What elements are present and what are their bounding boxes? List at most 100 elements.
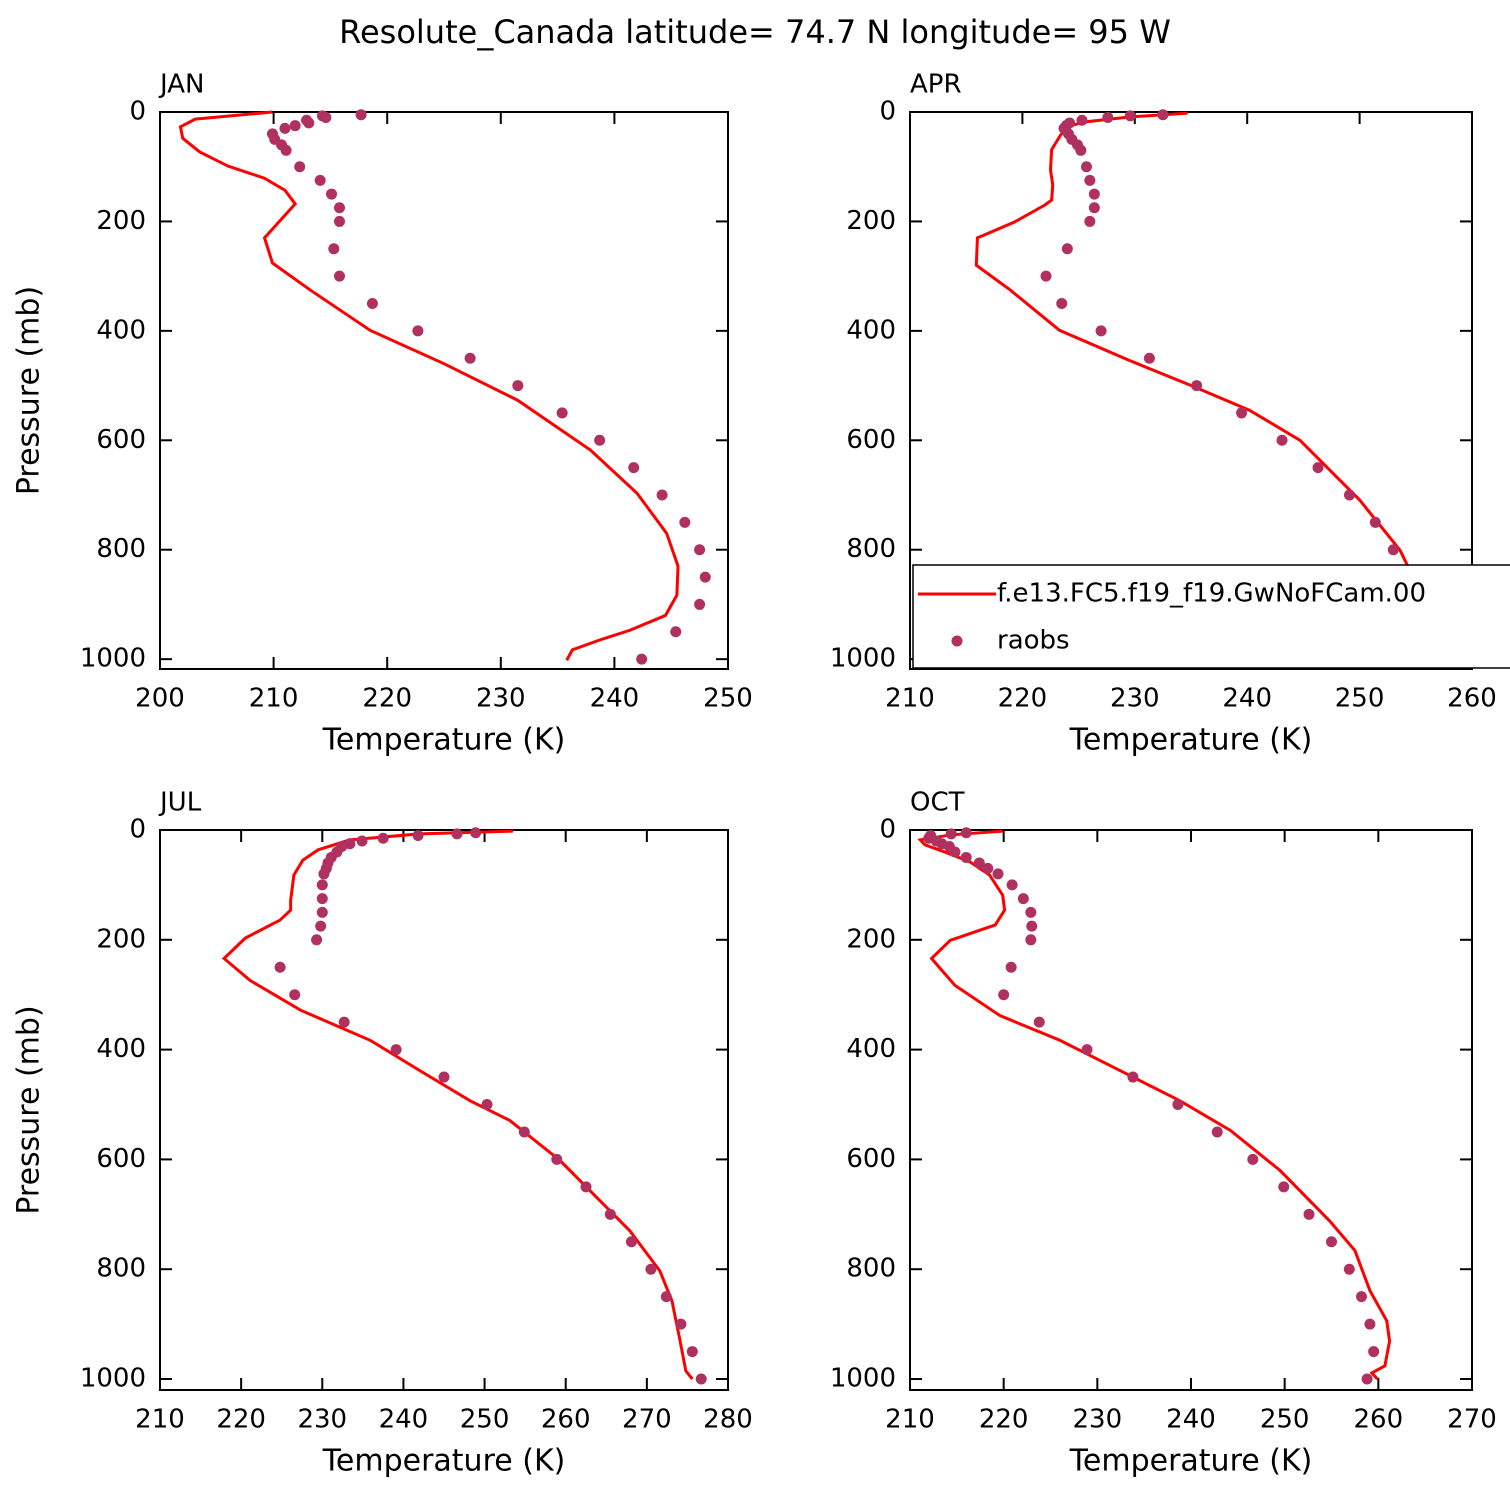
obs-point	[316, 906, 328, 918]
x-tick-label: 210	[135, 1405, 185, 1435]
x-axis-label: Temperature (K)	[1069, 1444, 1313, 1479]
y-axis-label: Pressure (mb)	[12, 1005, 47, 1214]
panel: JUL 210 220 230 240 250 260 270 280 0 200 400 600 800…	[12, 788, 753, 1479]
panel-label: JUL	[158, 788, 202, 818]
obs-point	[366, 298, 378, 310]
x-tick-label: 240	[1222, 684, 1272, 714]
obs-point	[289, 120, 301, 132]
obs-point	[314, 174, 326, 186]
x-tick-label: 260	[1354, 1405, 1404, 1435]
y-tick-label: 400	[846, 315, 896, 345]
obs-point	[326, 188, 338, 200]
obs-point	[377, 832, 389, 844]
obs-point	[328, 243, 340, 255]
x-tick-label: 260	[1447, 684, 1497, 714]
obs-point	[274, 961, 286, 973]
obs-point	[333, 215, 345, 227]
obs-point	[1364, 1318, 1376, 1330]
obs-point	[356, 835, 368, 847]
model-line	[221, 829, 694, 1380]
obs-point	[660, 1291, 672, 1303]
obs-point	[625, 1236, 637, 1248]
y-tick-label: 800	[96, 534, 146, 564]
y-tick-label: 200	[96, 206, 146, 236]
figure-title: Resolute_Canada latitude= 74.7 N longitu…	[339, 13, 1171, 51]
x-tick-label: 240	[590, 684, 640, 714]
obs-point	[628, 462, 640, 474]
y-tick-label: 800	[846, 534, 896, 564]
obs-point	[1369, 516, 1381, 528]
obs-point	[1084, 215, 1096, 227]
legend-label: f.e13.FC5.f19_f19.GwNoFCam.00	[997, 579, 1426, 609]
obs-point	[1081, 1044, 1093, 1056]
plot-frame	[159, 111, 729, 670]
obs-point	[551, 1153, 563, 1165]
y-tick-label: 200	[96, 924, 146, 954]
obs-point	[1076, 114, 1088, 126]
model-line	[178, 110, 680, 661]
y-tick-label: 200	[846, 924, 896, 954]
obs-point	[412, 829, 424, 841]
x-tick-label: 240	[379, 1405, 429, 1435]
obs-point	[316, 879, 328, 891]
obs-point	[315, 920, 327, 932]
obs-point	[279, 122, 291, 134]
obs-point	[1343, 489, 1355, 501]
obs-point	[412, 325, 424, 337]
legend-marker	[951, 635, 963, 647]
obs-point	[982, 862, 994, 874]
model-line	[917, 829, 1392, 1381]
obs-point	[675, 1318, 687, 1330]
obs-point	[470, 827, 482, 839]
obs-point	[1247, 1153, 1259, 1165]
obs-point	[1278, 1181, 1290, 1193]
obs-point	[338, 1016, 350, 1028]
obs-point	[390, 1044, 402, 1056]
obs-point	[1326, 1236, 1337, 1248]
x-tick-label: 250	[1335, 684, 1385, 714]
obs-point	[1236, 407, 1248, 419]
obs-point	[998, 989, 1010, 1001]
obs-point	[1368, 1346, 1380, 1358]
obs-point	[656, 489, 668, 501]
x-tick-label: 250	[703, 684, 753, 714]
obs-point	[1143, 352, 1155, 364]
y-tick-label: 400	[96, 315, 146, 345]
panel: OCT 210 220 230 240 250 260 270 0 200 400 600 800 100…	[830, 788, 1497, 1479]
y-tick-label: 800	[846, 1254, 896, 1284]
obs-point	[303, 117, 315, 129]
obs-point	[1088, 188, 1100, 200]
plot-frame	[159, 829, 729, 1391]
legend-box	[912, 564, 1510, 669]
obs-point	[320, 111, 332, 123]
y-tick-label: 600	[96, 425, 146, 455]
obs-point	[945, 828, 957, 840]
y-tick-label: 800	[96, 1254, 146, 1284]
obs-point	[481, 1099, 493, 1111]
obs-point	[1095, 325, 1107, 337]
x-tick-label: 230	[476, 684, 526, 714]
obs-point	[695, 1373, 707, 1385]
obs-point	[670, 626, 682, 638]
x-tick-label: 240	[1166, 1405, 1216, 1435]
obs-point	[1084, 174, 1096, 186]
x-tick-label: 230	[297, 1405, 347, 1435]
y-tick-label: 1000	[80, 644, 146, 674]
x-tick-label: 230	[1073, 1405, 1123, 1435]
x-tick-label: 220	[216, 1405, 266, 1435]
obs-point	[992, 868, 1004, 880]
obs-point	[1211, 1126, 1223, 1138]
obs-point	[699, 571, 711, 583]
obs-point	[316, 893, 328, 905]
obs-point	[1033, 1016, 1045, 1028]
obs-point	[280, 144, 292, 156]
obs-point	[1361, 1373, 1373, 1385]
obs-point	[1005, 961, 1017, 973]
y-tick-label: 1000	[830, 1364, 896, 1394]
y-tick-label: 400	[96, 1034, 146, 1064]
obs-point	[960, 851, 972, 863]
obs-point	[451, 828, 463, 840]
panel: JAN 200 210 220 230 240 250 0 200 400 600 800 1000 Te…	[12, 70, 753, 758]
y-tick-label: 400	[846, 1034, 896, 1064]
